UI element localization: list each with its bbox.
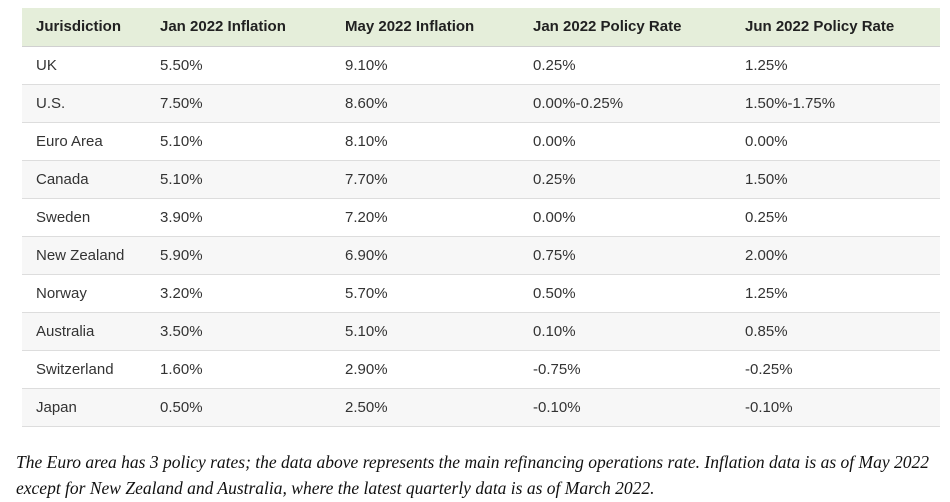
jurisdiction-cell: Canada xyxy=(22,160,146,199)
column-header: Jan 2022 Inflation xyxy=(146,8,331,47)
table-header: Jurisdiction Jan 2022 Inflation May 2022 I… xyxy=(22,8,940,47)
value-cell: 5.10% xyxy=(331,312,519,351)
jurisdiction-cell: Euro Area xyxy=(22,122,146,161)
value-cell: 3.50% xyxy=(146,312,331,351)
value-cell: 9.10% xyxy=(331,46,519,85)
table-row: Japan 0.50% 2.50% -0.10% -0.10% xyxy=(22,388,940,427)
table-row: Sweden 3.90% 7.20% 0.00% 0.25% xyxy=(22,198,940,237)
value-cell: 1.25% xyxy=(731,274,940,313)
jurisdiction-cell: UK xyxy=(22,46,146,85)
value-cell: 5.10% xyxy=(146,122,331,161)
value-cell: 6.90% xyxy=(331,236,519,275)
value-cell: 0.00%-0.25% xyxy=(519,84,731,123)
value-cell: 1.60% xyxy=(146,350,331,389)
table-row: Euro Area 5.10% 8.10% 0.00% 0.00% xyxy=(22,122,940,161)
value-cell: 0.50% xyxy=(146,388,331,427)
value-cell: 0.50% xyxy=(519,274,731,313)
jurisdiction-cell: U.S. xyxy=(22,84,146,123)
table-row: U.S. 7.50% 8.60% 0.00%-0.25% 1.50%-1.75% xyxy=(22,84,940,123)
table-header-row: Jurisdiction Jan 2022 Inflation May 2022 I… xyxy=(22,8,940,47)
value-cell: 3.90% xyxy=(146,198,331,237)
jurisdiction-cell: Norway xyxy=(22,274,146,313)
table-row: Norway 3.20% 5.70% 0.50% 1.25% xyxy=(22,274,940,313)
column-header: Jan 2022 Policy Rate xyxy=(519,8,731,47)
value-cell: 2.50% xyxy=(331,388,519,427)
table-row: Australia 3.50% 5.10% 0.10% 0.85% xyxy=(22,312,940,351)
footnote: The Euro area has 3 policy rates; the da… xyxy=(16,452,929,499)
value-cell: 7.50% xyxy=(146,84,331,123)
value-cell: 0.75% xyxy=(519,236,731,275)
value-cell: 1.25% xyxy=(731,46,940,85)
value-cell: 3.20% xyxy=(146,274,331,313)
table-row: UK 5.50% 9.10% 0.25% 1.25% xyxy=(22,46,940,85)
table-body: UK 5.50% 9.10% 0.25% 1.25% U.S. 7.50% 8.60% 0.00… xyxy=(22,46,940,427)
value-cell: 0.00% xyxy=(519,122,731,161)
value-cell: 2.00% xyxy=(731,236,940,275)
value-cell: 0.00% xyxy=(519,198,731,237)
table-row: Switzerland 1.60% 2.90% -0.75% -0.25% xyxy=(22,350,940,389)
value-cell: 1.50% xyxy=(731,160,940,199)
value-cell: 0.00% xyxy=(731,122,940,161)
value-cell: 7.70% xyxy=(331,160,519,199)
value-cell: 5.70% xyxy=(331,274,519,313)
value-cell: 7.20% xyxy=(331,198,519,237)
value-cell: 2.90% xyxy=(331,350,519,389)
value-cell: 0.25% xyxy=(731,198,940,237)
table-row: New Zealand 5.90% 6.90% 0.75% 2.00% xyxy=(22,236,940,275)
table-row: Canada 5.10% 7.70% 0.25% 1.50% xyxy=(22,160,940,199)
value-cell: 0.25% xyxy=(519,160,731,199)
value-cell: 0.25% xyxy=(519,46,731,85)
inflation-policy-rate-table: Jurisdiction Jan 2022 Inflation May 2022 I… xyxy=(22,8,940,427)
column-header: May 2022 Inflation xyxy=(331,8,519,47)
jurisdiction-cell: Switzerland xyxy=(22,350,146,389)
column-header: Jurisdiction xyxy=(22,8,146,47)
value-cell: 5.10% xyxy=(146,160,331,199)
jurisdiction-cell: New Zealand xyxy=(22,236,146,275)
value-cell: -0.75% xyxy=(519,350,731,389)
value-cell: 0.10% xyxy=(519,312,731,351)
value-cell: 8.60% xyxy=(331,84,519,123)
value-cell: -0.10% xyxy=(519,388,731,427)
value-cell: 0.85% xyxy=(731,312,940,351)
value-cell: 8.10% xyxy=(331,122,519,161)
jurisdiction-cell: Japan xyxy=(22,388,146,427)
jurisdiction-cell: Australia xyxy=(22,312,146,351)
value-cell: -0.25% xyxy=(731,350,940,389)
value-cell: 5.50% xyxy=(146,46,331,85)
value-cell: 5.90% xyxy=(146,236,331,275)
column-header: Jun 2022 Policy Rate xyxy=(731,8,940,47)
value-cell: 1.50%-1.75% xyxy=(731,84,940,123)
jurisdiction-cell: Sweden xyxy=(22,198,146,237)
value-cell: -0.10% xyxy=(731,388,940,427)
